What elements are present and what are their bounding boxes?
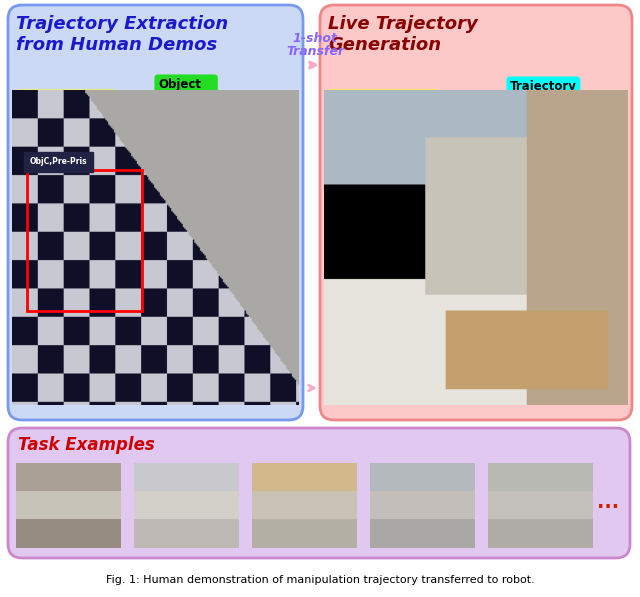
Text: ...: ... [597, 494, 619, 512]
Text: Live Trajectory
Generation: Live Trajectory Generation [328, 15, 477, 54]
Text: ObjC,Pre-Pris: ObjC,Pre-Pris [30, 158, 88, 167]
Text: Trajectory Extraction
from Human Demos: Trajectory Extraction from Human Demos [16, 15, 228, 54]
Bar [27, 170, 142, 311]
Text: Transfer: Transfer [286, 45, 344, 58]
Text: Object
Tracking: Object Tracking [158, 78, 214, 106]
Text: Fig. 1: Human demonstration of manipulation trajectory transferred to robot.: Fig. 1: Human demonstration of manipulat… [106, 575, 534, 585]
Text: 1-shot: 1-shot [292, 32, 337, 45]
Text: Robot Inference: Robot Inference [410, 380, 541, 395]
FancyBboxPatch shape [8, 428, 630, 558]
Text: Re-Detection &
Pose Estimation: Re-Detection & Pose Estimation [330, 93, 436, 121]
Text: Trajectory
Warping: Trajectory Warping [510, 80, 577, 108]
FancyBboxPatch shape [320, 5, 632, 420]
Text: Segmentation: Segmentation [20, 93, 113, 106]
Text: Demonstration Video: Demonstration Video [68, 380, 243, 395]
Text: Task Examples: Task Examples [18, 436, 155, 454]
FancyBboxPatch shape [8, 5, 303, 420]
